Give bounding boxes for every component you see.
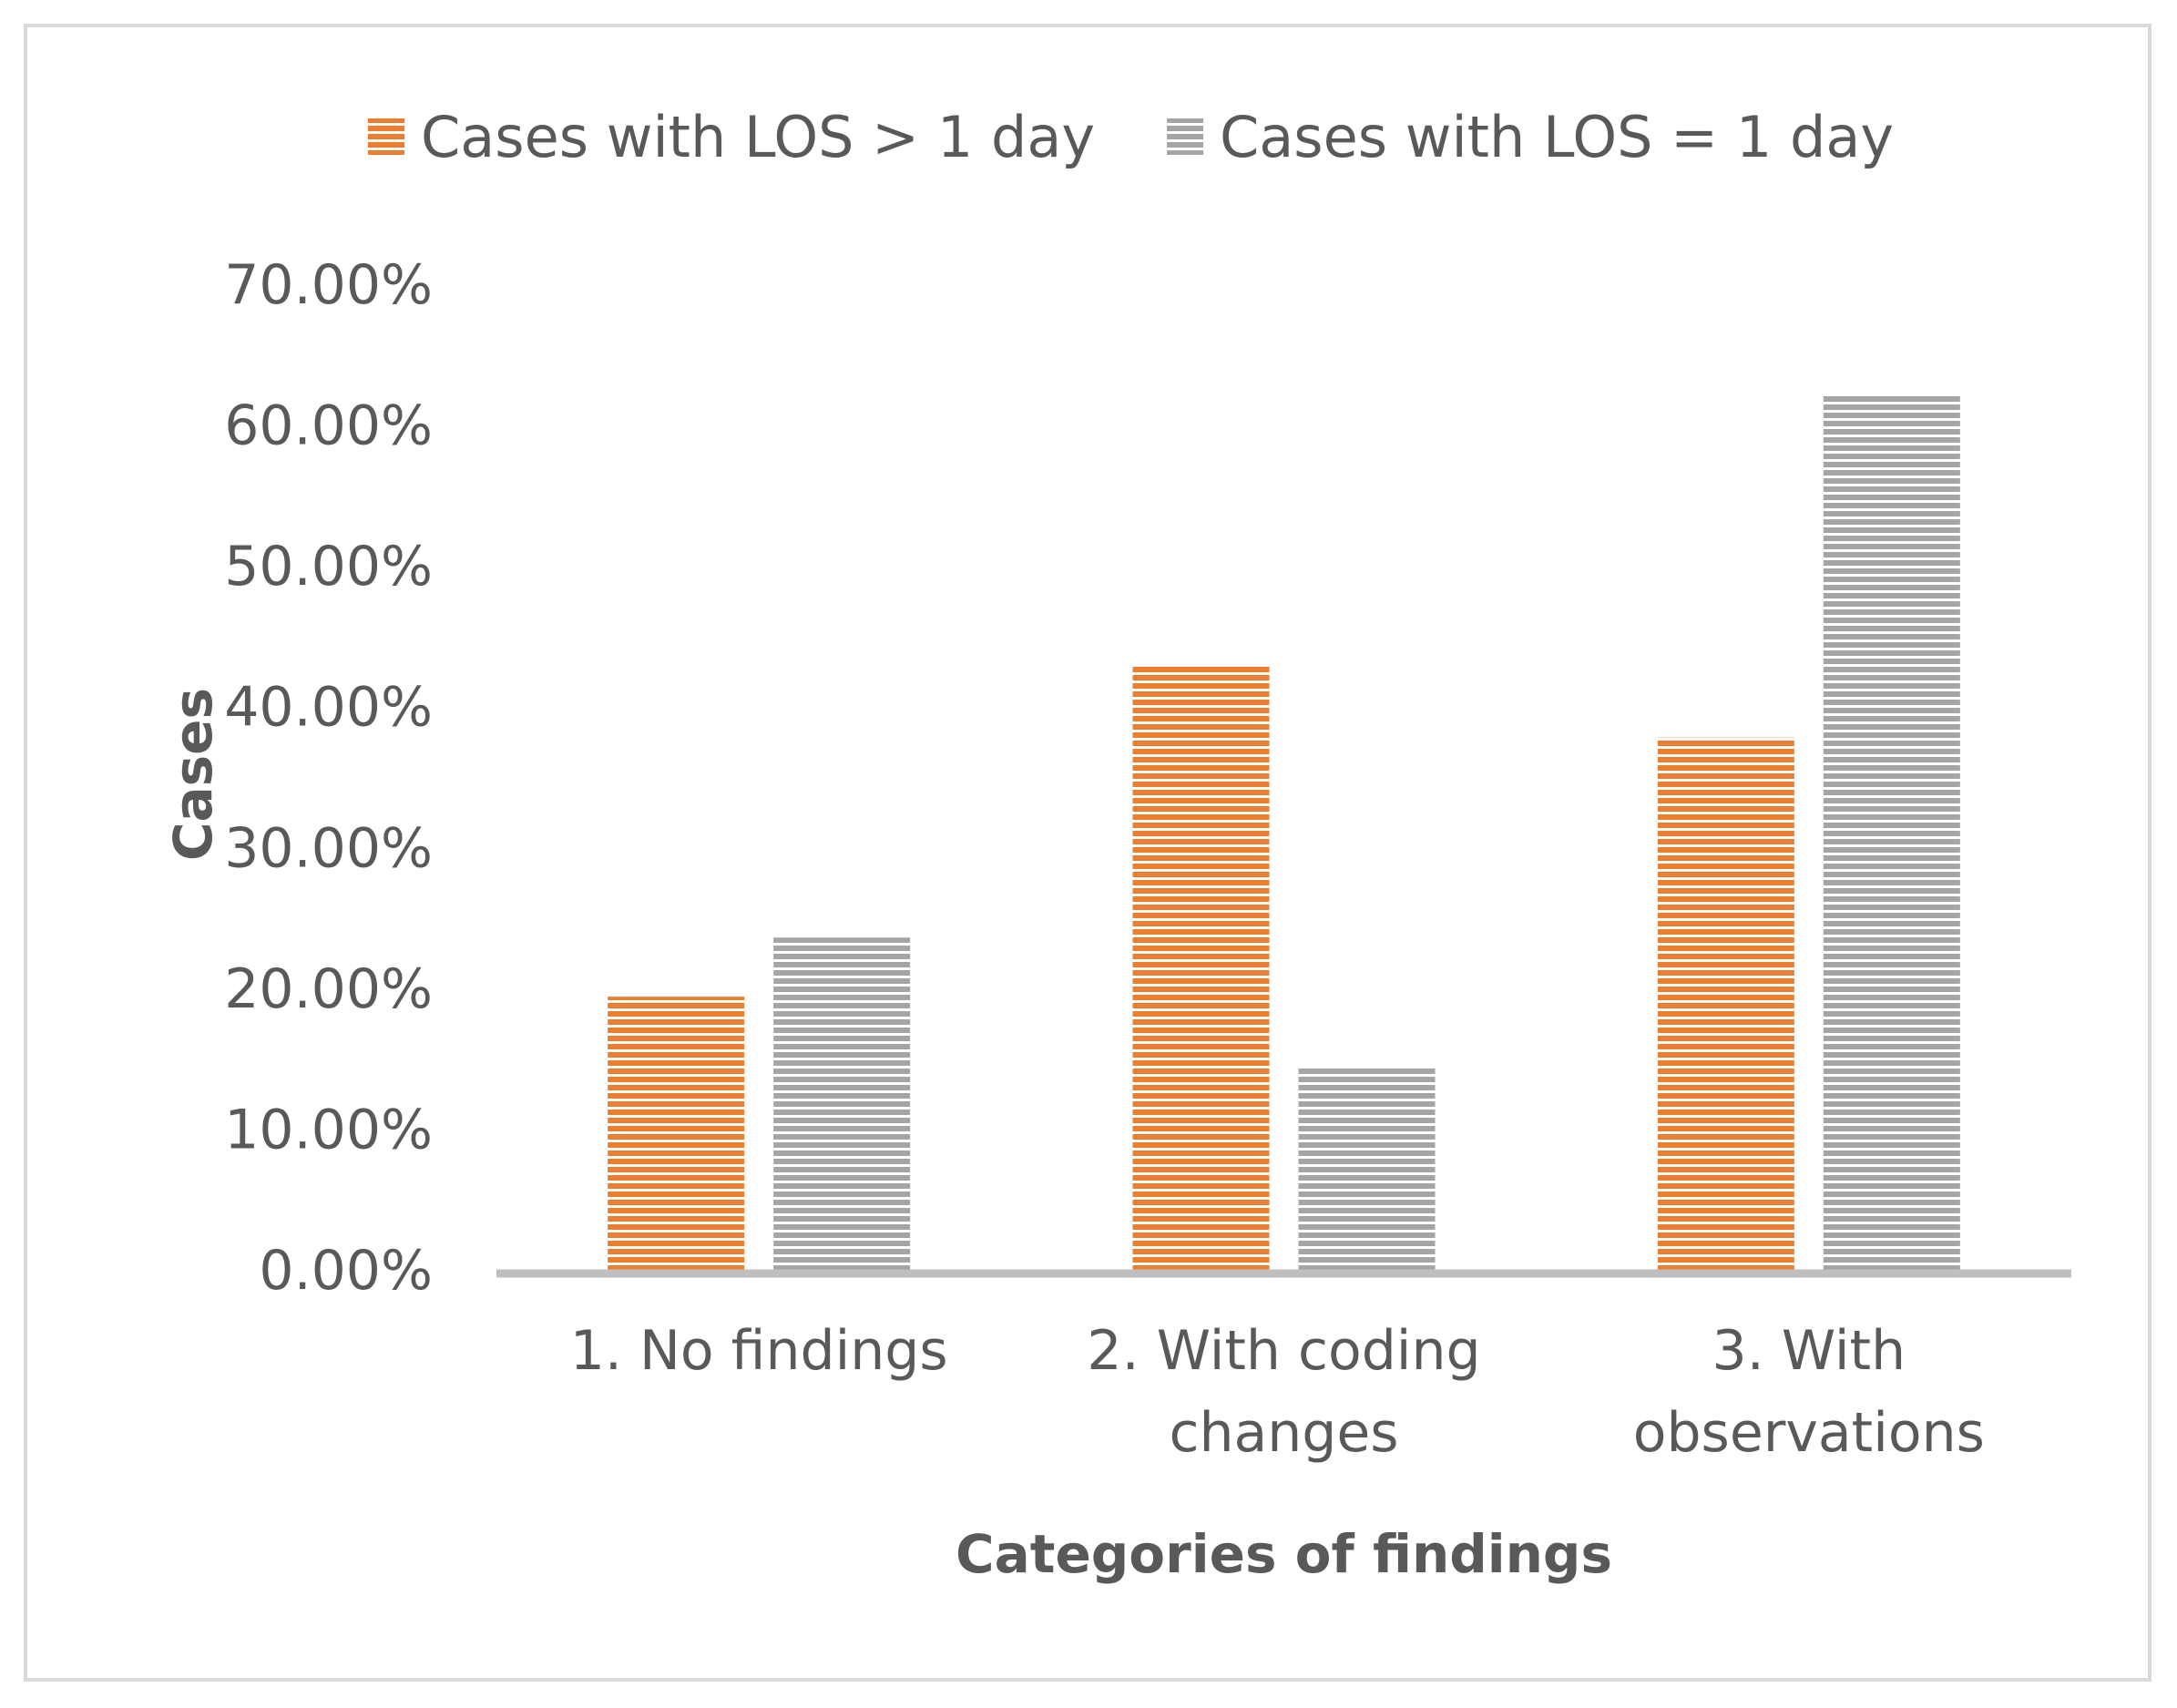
x-axis-title: Categories of findings bbox=[956, 1523, 1612, 1585]
x-axis-categories: 1. No findings 2. With coding changes 3. Wi… bbox=[570, 1319, 1985, 1465]
bar bbox=[608, 997, 745, 1270]
y-axis-ticks: 0.00% 10.00% 20.00% 30.00% 40.00% 50.00% 60.00… bbox=[224, 253, 433, 1303]
x-category-label: 1. No findings bbox=[570, 1319, 948, 1383]
y-tick-label: 50.00% bbox=[224, 535, 433, 598]
y-tick-label: 60.00% bbox=[224, 394, 433, 458]
y-tick-label: 0.00% bbox=[259, 1239, 433, 1303]
bar bbox=[773, 937, 911, 1270]
x-category-label: 3. With observations bbox=[1633, 1319, 1985, 1465]
y-tick-label: 20.00% bbox=[224, 957, 433, 1021]
bars bbox=[608, 395, 1960, 1270]
y-tick-label: 40.00% bbox=[224, 676, 433, 740]
bar bbox=[1132, 665, 1270, 1270]
legend: Cases with LOS > 1 day Cases with LOS = 1… bbox=[368, 104, 1894, 170]
y-axis-title: Cases bbox=[162, 688, 224, 861]
x-category-label: 2. With coding changes bbox=[1087, 1319, 1480, 1465]
bar-chart: Cases with LOS > 1 day Cases with LOS = 1… bbox=[162, 104, 2071, 1585]
bar bbox=[1657, 737, 1794, 1270]
bar bbox=[1823, 395, 1960, 1270]
legend-label: Cases with LOS > 1 day bbox=[421, 104, 1095, 170]
bar bbox=[1298, 1068, 1436, 1270]
legend-swatch bbox=[1167, 118, 1203, 155]
chart-frame: Cases with LOS > 1 day Cases with LOS = 1… bbox=[24, 24, 2151, 1682]
y-tick-label: 10.00% bbox=[224, 1098, 433, 1161]
y-tick-label: 30.00% bbox=[224, 816, 433, 880]
legend-label: Cases with LOS = 1 day bbox=[1220, 104, 1894, 170]
legend-swatch bbox=[368, 118, 404, 155]
y-tick-label: 70.00% bbox=[224, 253, 433, 317]
